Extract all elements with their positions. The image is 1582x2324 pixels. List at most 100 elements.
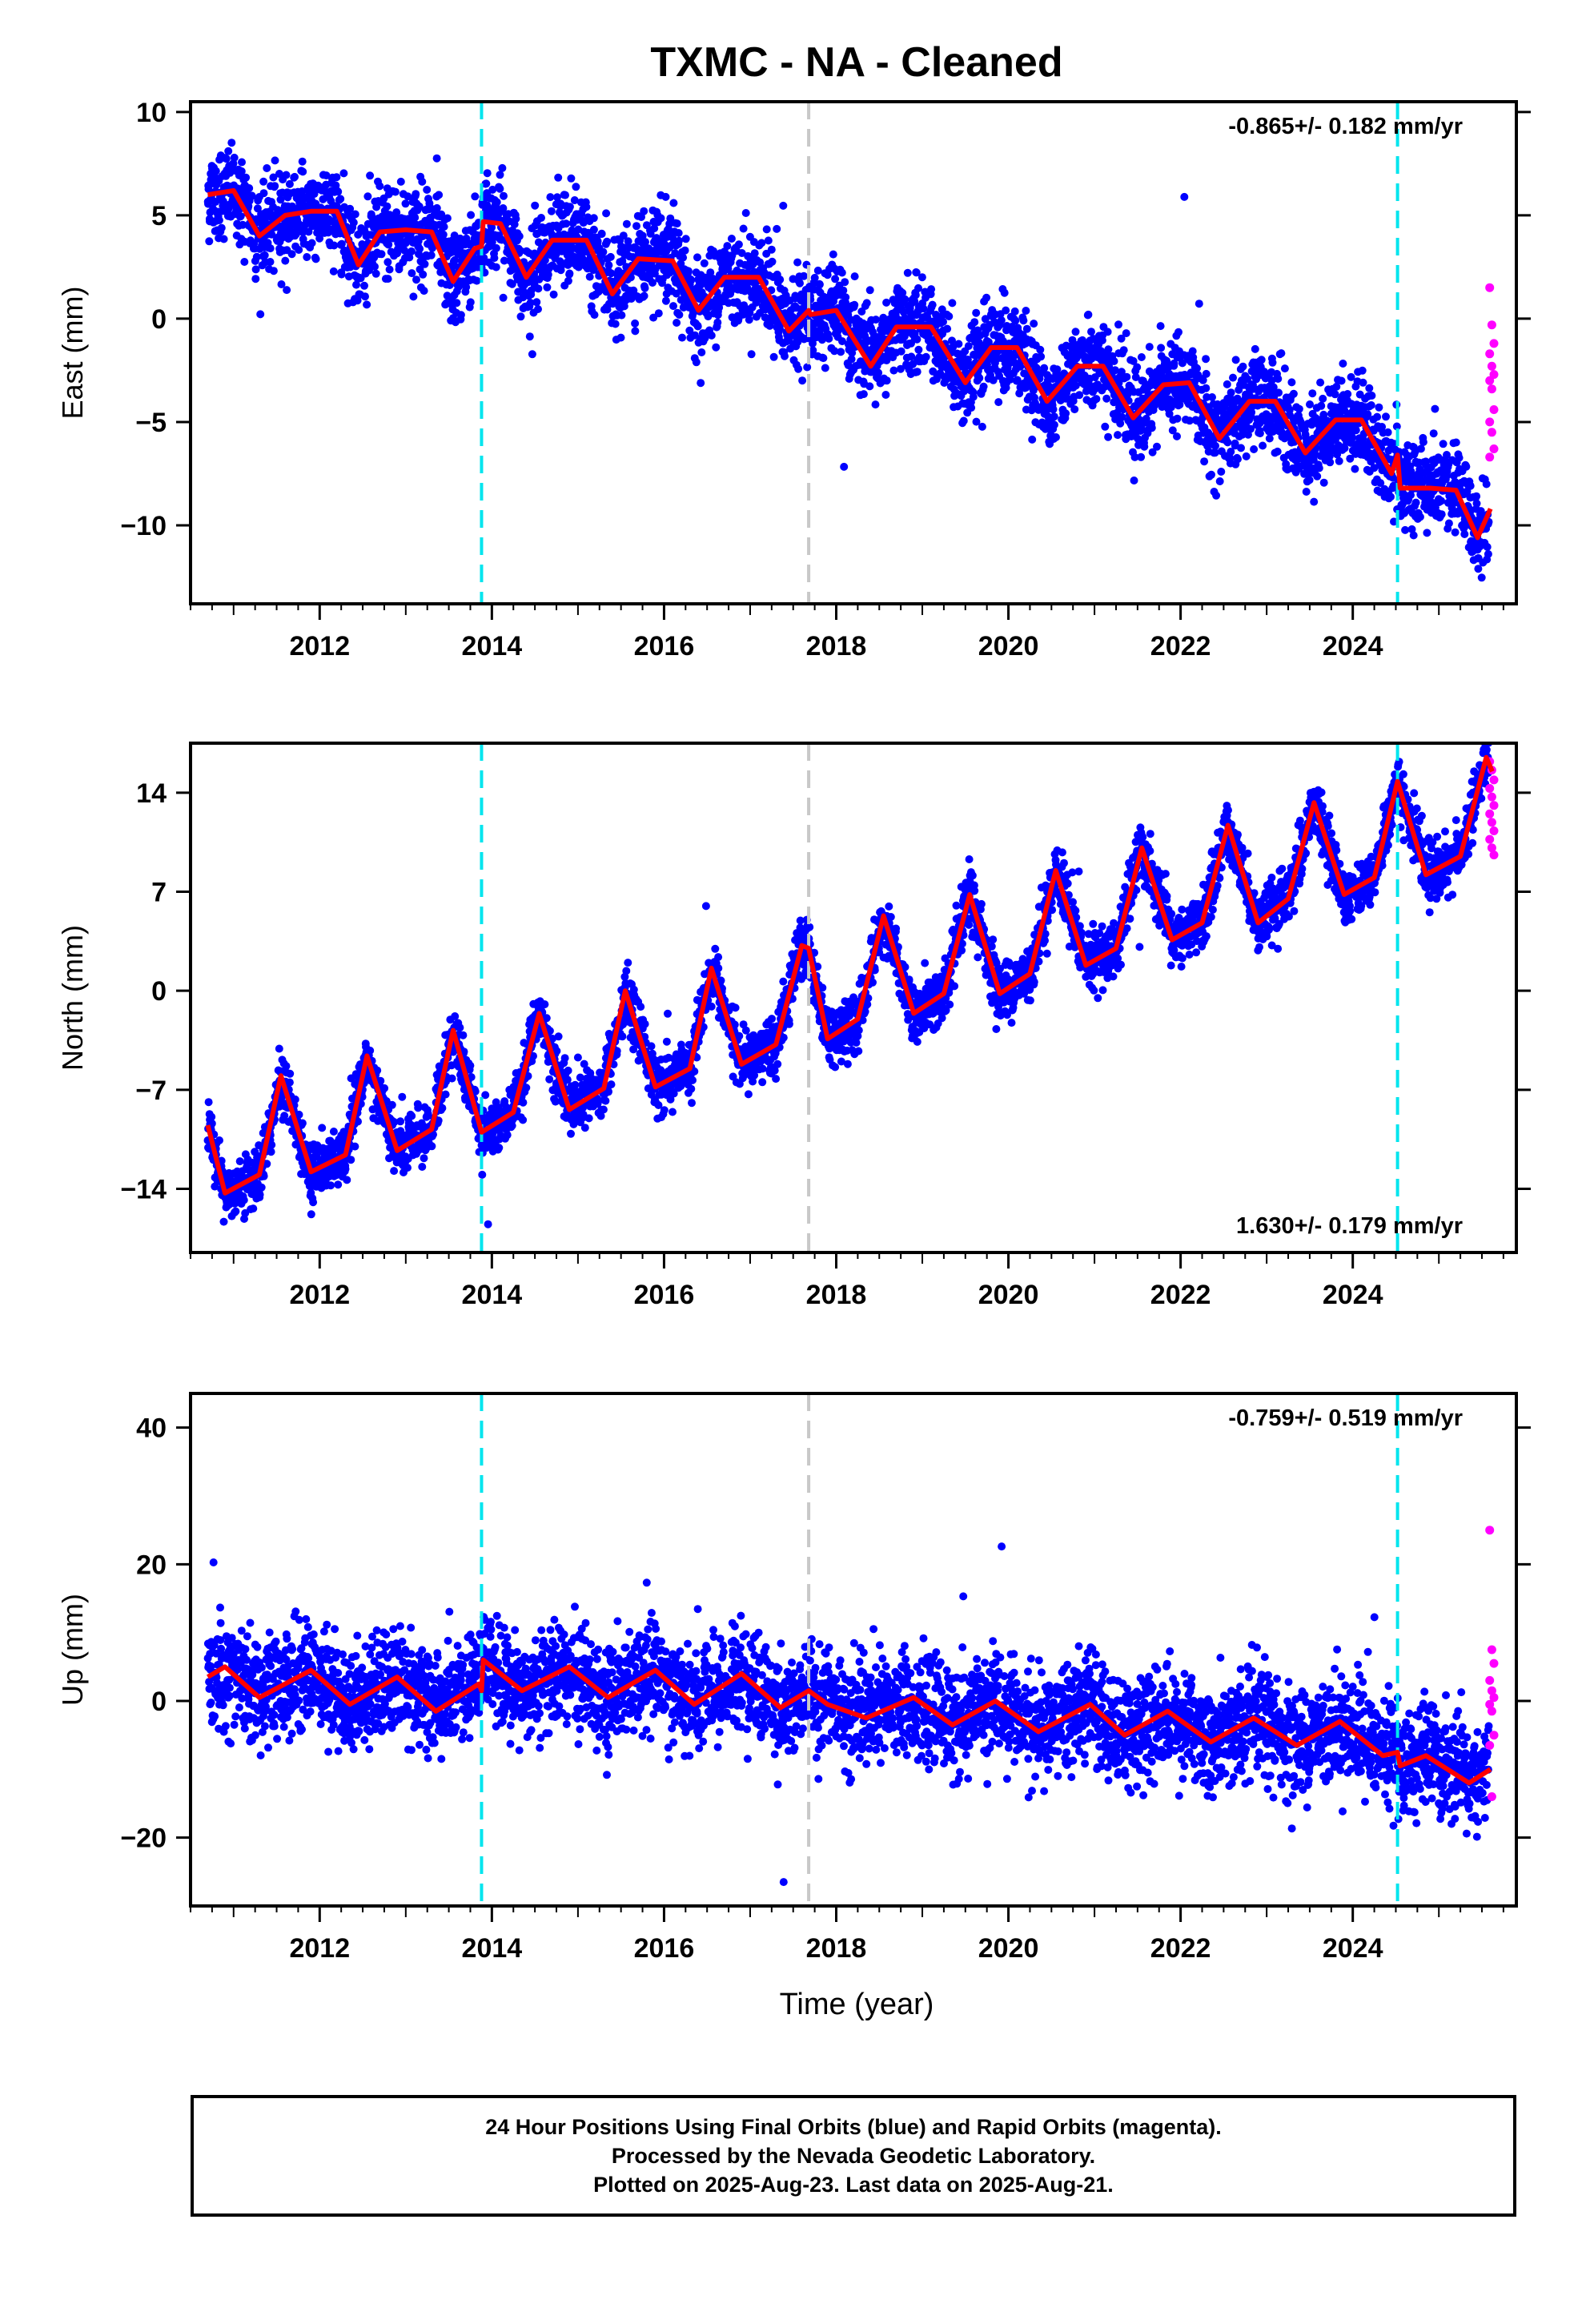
final-point xyxy=(872,316,880,324)
final-point xyxy=(1062,409,1070,418)
final-point xyxy=(632,222,640,231)
y-tick-label: 5 xyxy=(151,201,167,231)
final-point xyxy=(280,1112,289,1120)
final-point xyxy=(1168,426,1177,435)
final-point xyxy=(750,249,759,258)
final-point xyxy=(624,237,632,246)
final-point xyxy=(411,213,420,222)
final-point xyxy=(1028,435,1037,444)
final-point xyxy=(697,379,705,388)
final-point xyxy=(1002,306,1010,315)
final-point xyxy=(409,292,418,301)
final-point xyxy=(263,1160,271,1168)
final-point xyxy=(1131,373,1140,381)
final-point xyxy=(638,231,647,240)
final-point xyxy=(528,350,536,359)
final-point xyxy=(570,196,579,204)
final-point xyxy=(269,267,278,275)
final-point xyxy=(256,310,265,319)
final-point xyxy=(640,283,649,292)
final-point xyxy=(339,169,348,178)
final-point xyxy=(1117,334,1126,343)
final-point xyxy=(1351,426,1360,435)
final-point xyxy=(235,1157,244,1166)
final-point xyxy=(1065,351,1074,360)
final-point xyxy=(757,239,766,247)
final-point xyxy=(291,230,300,239)
final-point xyxy=(349,218,358,227)
final-point xyxy=(1308,389,1317,398)
final-point xyxy=(322,171,331,180)
final-point xyxy=(779,201,788,210)
east-panel: 2012 2014 2016 2018 2020 2022 2024−10−50510Eas… xyxy=(56,98,1531,661)
final-point xyxy=(1202,384,1211,392)
final-point xyxy=(896,364,905,373)
final-point xyxy=(1052,433,1060,441)
final-point xyxy=(1275,388,1283,397)
final-point xyxy=(1175,400,1184,409)
final-point xyxy=(1310,497,1319,506)
final-point xyxy=(1173,432,1181,440)
final-point xyxy=(565,269,574,278)
final-point xyxy=(443,214,452,223)
final-point xyxy=(252,252,261,261)
final-point xyxy=(809,346,817,355)
final-point xyxy=(537,214,545,222)
final-point xyxy=(631,319,640,328)
final-point xyxy=(882,298,891,307)
final-point xyxy=(1387,493,1395,501)
final-point xyxy=(352,280,360,289)
final-point xyxy=(480,254,488,262)
final-point xyxy=(1211,448,1219,457)
final-point xyxy=(269,173,278,182)
final-point xyxy=(599,247,608,256)
final-point xyxy=(700,259,709,267)
final-point xyxy=(943,324,952,333)
final-point xyxy=(1114,431,1122,440)
final-point xyxy=(1265,434,1274,443)
final-point xyxy=(1011,316,1020,325)
final-point xyxy=(1123,390,1132,399)
final-point xyxy=(377,250,386,259)
rapid-point xyxy=(1485,452,1495,462)
final-point xyxy=(741,209,750,217)
final-point xyxy=(1317,401,1326,410)
final-point xyxy=(1340,444,1349,452)
final-point xyxy=(456,311,465,320)
final-point xyxy=(341,1164,350,1173)
final-point xyxy=(1110,357,1118,365)
final-point xyxy=(375,182,384,191)
final-point xyxy=(1208,393,1216,401)
final-point xyxy=(756,258,765,267)
final-point xyxy=(1376,479,1385,488)
final-point xyxy=(1444,519,1453,528)
final-point xyxy=(707,331,716,340)
final-point xyxy=(693,253,701,262)
final-point xyxy=(366,171,375,180)
final-point xyxy=(837,348,845,356)
final-point xyxy=(649,313,658,322)
final-point xyxy=(1016,362,1025,371)
final-point xyxy=(607,269,616,278)
final-point xyxy=(673,219,681,228)
final-point xyxy=(298,157,307,166)
final-point xyxy=(219,1217,228,1226)
final-point xyxy=(948,299,957,308)
y-axis-label: East (mm) xyxy=(56,287,89,420)
final-point xyxy=(562,219,571,228)
final-point xyxy=(675,236,683,245)
final-point xyxy=(911,291,920,300)
final-point xyxy=(713,318,722,327)
final-point xyxy=(865,286,874,295)
final-point xyxy=(768,257,777,266)
final-point xyxy=(346,204,355,213)
final-point xyxy=(401,199,410,208)
final-point xyxy=(211,198,220,207)
final-point xyxy=(1129,356,1138,365)
final-point xyxy=(298,1119,307,1128)
final-point xyxy=(432,203,441,212)
final-point xyxy=(561,191,569,199)
final-point xyxy=(803,363,812,372)
final-point xyxy=(439,230,448,239)
final-point xyxy=(1277,349,1286,358)
